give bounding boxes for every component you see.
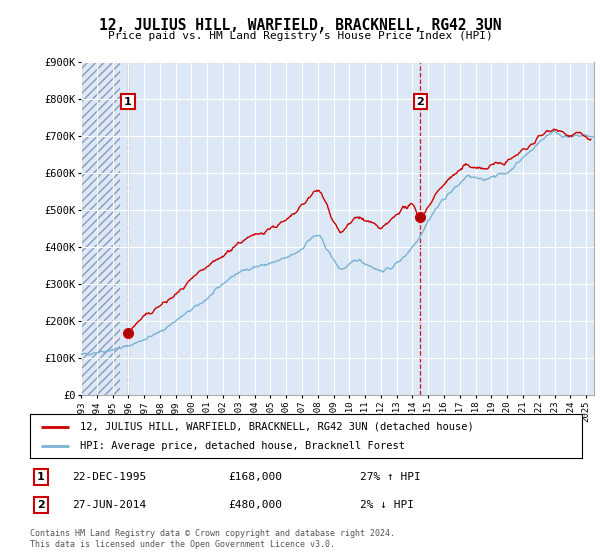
Text: 1: 1: [124, 96, 132, 106]
Text: 27-JUN-2014: 27-JUN-2014: [72, 500, 146, 510]
Text: 1: 1: [37, 472, 44, 482]
Text: 27% ↑ HPI: 27% ↑ HPI: [360, 472, 421, 482]
Text: 2: 2: [37, 500, 44, 510]
Text: 22-DEC-1995: 22-DEC-1995: [72, 472, 146, 482]
Text: 12, JULIUS HILL, WARFIELD, BRACKNELL, RG42 3UN: 12, JULIUS HILL, WARFIELD, BRACKNELL, RG…: [99, 18, 501, 33]
Text: Contains HM Land Registry data © Crown copyright and database right 2024.
This d: Contains HM Land Registry data © Crown c…: [30, 529, 395, 549]
Text: HPI: Average price, detached house, Bracknell Forest: HPI: Average price, detached house, Brac…: [80, 441, 404, 451]
Text: 12, JULIUS HILL, WARFIELD, BRACKNELL, RG42 3UN (detached house): 12, JULIUS HILL, WARFIELD, BRACKNELL, RG…: [80, 422, 473, 432]
Text: Price paid vs. HM Land Registry's House Price Index (HPI): Price paid vs. HM Land Registry's House …: [107, 31, 493, 41]
Text: 2: 2: [416, 96, 424, 106]
Text: 2% ↓ HPI: 2% ↓ HPI: [360, 500, 414, 510]
Bar: [81, 62, 121, 395]
Text: £168,000: £168,000: [228, 472, 282, 482]
Text: £480,000: £480,000: [228, 500, 282, 510]
